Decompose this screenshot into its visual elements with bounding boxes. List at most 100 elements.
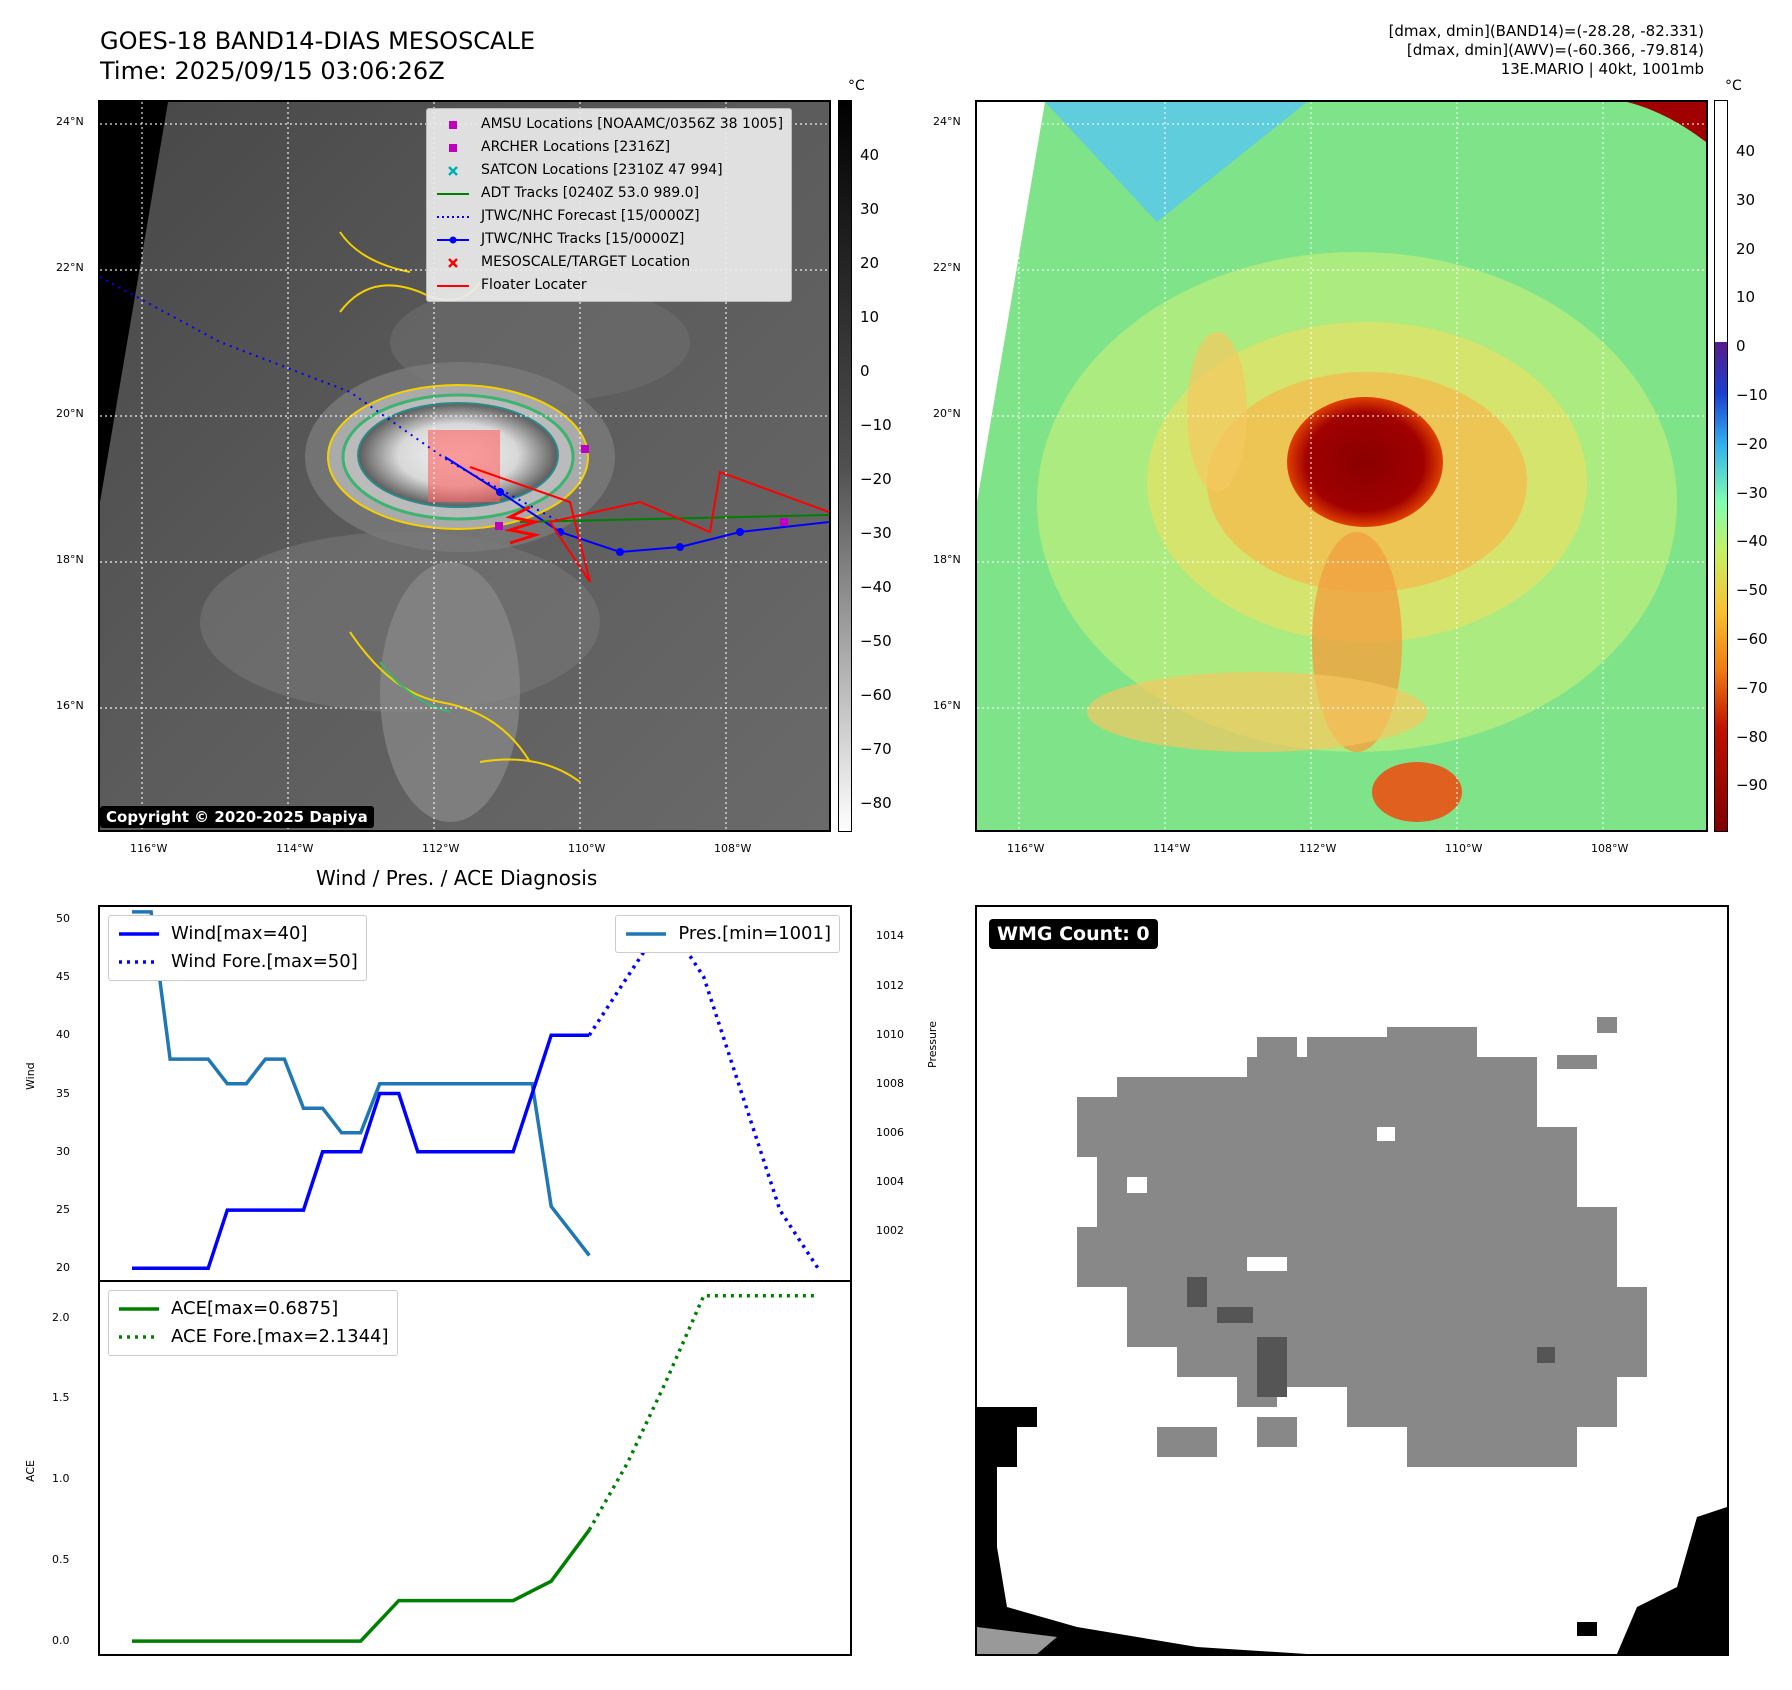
ir-lat-tick: 18°N — [56, 553, 84, 566]
wind-pressure-chart: Wind[max=40] Wind Fore.[max=50] Pres.[mi… — [98, 905, 852, 1282]
ir-lon-tick: 110°W — [568, 842, 606, 855]
colorbar-tick-label: −10 — [860, 416, 892, 434]
colorbar-tick-label: 40 — [860, 146, 880, 164]
y-tick-label: 1.5 — [52, 1391, 70, 1405]
info-line-3: 13E.MARIO | 40kt, 1001mb — [1500, 60, 1704, 78]
y-tick-label: 1014 — [876, 929, 904, 943]
ace-plot — [132, 1294, 818, 1643]
ir-lon-tick: 114°W — [276, 842, 314, 855]
y-tick-label: 25 — [56, 1203, 70, 1217]
wind-axis-label: Wind — [24, 1062, 37, 1090]
awv-lat-tick: 16°N — [933, 699, 961, 712]
colorbar-tick-label: 20 — [860, 254, 880, 272]
colorbar-tick-label: 30 — [860, 200, 880, 218]
legend-jtwc-forecast: JTWC/NHC Forecast [15/0000Z] — [435, 205, 783, 228]
colorbar-tick-label: −80 — [1736, 727, 1768, 746]
legend-satcon: SATCON Locations [2310Z 47 994] — [435, 159, 783, 182]
wind-legend: Wind[max=40] Wind Fore.[max=50] — [108, 915, 367, 981]
storm-info: [dmax, dmin](BAND14)=(-28.28, -82.331) [… — [1389, 22, 1704, 79]
legend-ace-forecast: ACE Fore.[max=2.1344] — [117, 1323, 389, 1351]
legend-mesoscale-target: MESOSCALE/TARGET Location — [435, 251, 783, 274]
title-line-1: GOES-18 BAND14-DIAS MESOSCALE — [100, 27, 536, 55]
awv-lat-tick: 22°N — [933, 261, 961, 274]
y-tick-label: 1002 — [876, 1223, 904, 1237]
pressure-axis-label: Pressure — [926, 1021, 939, 1068]
colorbar-tick-label: −20 — [1736, 434, 1768, 453]
awv-lat-tick: 20°N — [933, 407, 961, 420]
colorbar-tick-label: 40 — [1736, 142, 1756, 160]
y-tick-label: 30 — [56, 1144, 70, 1158]
wind-pressure-plot — [132, 910, 820, 1271]
diagnosis-title: Wind / Pres. / ACE Diagnosis — [316, 866, 598, 890]
colorbar-tick-label: −30 — [860, 524, 892, 542]
y-tick-label: 35 — [56, 1086, 70, 1100]
awv-lon-tick: 108°W — [1591, 842, 1629, 855]
product-title: GOES-18 BAND14-DIAS MESOSCALE Time: 2025… — [100, 26, 535, 86]
ir-colorbar-unit: °C — [848, 78, 865, 94]
y-tick-label: 0.5 — [52, 1553, 70, 1567]
awv-lon-tick: 116°W — [1007, 842, 1045, 855]
pressure-line — [132, 910, 591, 1257]
title-line-2: Time: 2025/09/15 03:06:26Z — [100, 57, 445, 85]
colorbar-tick-label: 10 — [860, 308, 880, 326]
ace-forecast-line — [587, 1294, 818, 1531]
x-marker-icon — [435, 161, 471, 181]
y-tick-label: 0.0 — [52, 1634, 70, 1648]
ir-colorbar — [838, 100, 852, 832]
y-tick-label: 40 — [56, 1028, 70, 1042]
colorbar-tick-label: −70 — [860, 740, 892, 758]
awv-lat-tick: 18°N — [933, 553, 961, 566]
info-line-1: [dmax, dmin](BAND14)=(-28.28, -82.331) — [1388, 22, 1704, 40]
colorbar-tick-label: −50 — [860, 632, 892, 650]
y-tick-label: 1010 — [876, 1027, 904, 1041]
dotted-line-icon — [117, 1327, 161, 1347]
line-icon — [117, 1299, 161, 1319]
colorbar-tick-label: −80 — [860, 794, 892, 812]
pressure-legend: Pres.[min=1001] — [615, 915, 840, 953]
ir-lon-tick: 108°W — [714, 842, 752, 855]
colorbar-tick-label: −20 — [860, 470, 892, 488]
y-tick-label: 1006 — [876, 1125, 904, 1139]
legend-floater: Floater Locater — [435, 274, 783, 297]
line-icon — [624, 924, 668, 944]
awv-lon-tick: 114°W — [1153, 842, 1191, 855]
wmg-count-badge: WMG Count: 0 — [989, 919, 1158, 949]
colorbar-tick-label: −60 — [1736, 630, 1768, 648]
wmg-grid-image — [977, 907, 1727, 1654]
legend-amsu: AMSU Locations [NOAAMC/0356Z 38 1005] — [435, 113, 783, 136]
x-marker-icon — [435, 253, 471, 273]
awv-imagery — [977, 102, 1706, 830]
y-tick-label: 50 — [56, 911, 70, 925]
ace-chart: ACE[max=0.6875] ACE Fore.[max=2.1344] — [98, 1280, 852, 1656]
ace-axis-label: ACE — [24, 1460, 37, 1482]
wmg-panel: WMG Count: 0 — [975, 905, 1729, 1656]
ace-legend: ACE[max=0.6875] ACE Fore.[max=2.1344] — [108, 1290, 398, 1356]
awv-colorbar — [1714, 100, 1728, 832]
ir-legend: AMSU Locations [NOAAMC/0356Z 38 1005] AR… — [426, 108, 793, 302]
awv-lon-tick: 110°W — [1445, 842, 1483, 855]
legend-archer: ARCHER Locations [2316Z] — [435, 136, 783, 159]
ir-lat-tick: 24°N — [56, 115, 84, 128]
awv-lon-tick: 112°W — [1299, 842, 1337, 855]
square-marker-icon — [435, 138, 471, 158]
colorbar-tick-label: −40 — [1736, 532, 1768, 551]
wind-line — [132, 1033, 590, 1271]
y-tick-label: 1.0 — [52, 1472, 70, 1486]
y-tick-label: 1004 — [876, 1174, 904, 1188]
ir-lon-tick: 116°W — [130, 842, 168, 855]
info-line-2: [dmax, dmin](AWV)=(-60.366, -79.814) — [1406, 41, 1704, 59]
colorbar-tick-label: 0 — [1736, 337, 1746, 356]
ace-line — [132, 1528, 591, 1643]
awv-map-panel — [975, 100, 1708, 832]
wind-forecast-line — [587, 915, 820, 1270]
square-marker-icon — [435, 115, 471, 135]
legend-jtwc-tracks: JTWC/NHC Tracks [15/0000Z] — [435, 228, 783, 251]
legend-pressure: Pres.[min=1001] — [624, 920, 831, 948]
colorbar-tick-label: −60 — [860, 686, 892, 704]
colorbar-tick-label: −70 — [1736, 678, 1768, 697]
copyright-badge: Copyright © 2020-2025 Dapiya — [100, 806, 374, 828]
y-tick-label: 20 — [56, 1261, 70, 1275]
colorbar-tick-label: 30 — [1736, 190, 1756, 209]
awv-lat-tick: 24°N — [933, 115, 961, 128]
colorbar-tick-label: −10 — [1736, 386, 1768, 404]
